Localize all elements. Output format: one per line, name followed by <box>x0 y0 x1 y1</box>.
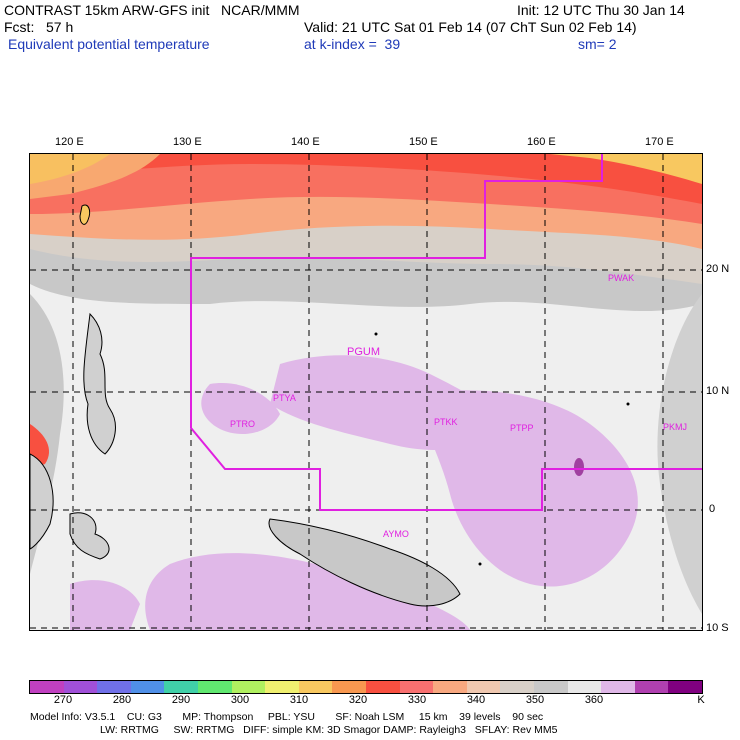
legend-swatch <box>500 681 535 693</box>
legend-tick-label: 350 <box>525 694 545 706</box>
map-panel <box>29 153 703 631</box>
boundary-line <box>190 154 702 511</box>
lon-label-170: 170 E <box>645 136 674 148</box>
legend-tick-label: 270 <box>53 694 73 706</box>
legend-tick-label: 310 <box>289 694 309 706</box>
station-aymo: AYMO <box>383 529 409 539</box>
legend-tick-label: K <box>697 694 705 706</box>
station-ptya: PTYA <box>273 393 296 403</box>
station-pwak: PWAK <box>608 273 635 283</box>
legend-tick-label: 340 <box>466 694 486 706</box>
init-time: Init: 12 UTC Thu 30 Jan 14 <box>517 2 685 18</box>
field-band-nw-hot <box>30 154 110 184</box>
legend-swatch <box>63 681 98 693</box>
legend-tick-label: 330 <box>407 694 427 706</box>
legend-swatch <box>668 681 703 693</box>
valid-time: Valid: 21 UTC Sat 01 Feb 14 (07 ChT Sun … <box>304 19 637 35</box>
field-band-ne-warm <box>30 154 702 184</box>
field-lilac-west <box>201 383 280 434</box>
legend-swatch <box>130 681 165 693</box>
legend-swatch <box>198 681 233 693</box>
lat-label-20n: 20 N <box>706 263 730 275</box>
landmass-taiwan <box>79 204 91 225</box>
station-pkmj: PKMJ <box>663 422 688 432</box>
legend-tick-label: 360 <box>584 694 604 706</box>
lon-label-130: 130 E <box>173 136 202 148</box>
field-max-cell <box>574 458 584 476</box>
station-ptro: PTRO <box>230 419 256 429</box>
legend-swatch <box>634 681 669 693</box>
lon-label-150: 150 E <box>409 136 438 148</box>
smoothing: sm= 2 <box>578 36 617 52</box>
legend-swatch <box>534 681 569 693</box>
header-title: CONTRAST 15km ARW-GFS init NCAR/MMM <box>4 2 300 18</box>
legend-swatch <box>366 681 401 693</box>
theta-e-map <box>30 154 702 630</box>
field-east-grey <box>657 294 702 614</box>
legend-tick-label: 320 <box>348 694 368 706</box>
legend-swatch <box>30 681 65 693</box>
field-lilac-sw <box>70 580 140 630</box>
legend-tick-label: 280 <box>112 694 132 706</box>
landmass-borneo <box>30 453 54 550</box>
field-name: Equivalent potential temperature <box>8 36 210 52</box>
station-pgum: PGUM <box>347 346 380 358</box>
forecast-hour: Fcst: 57 h <box>4 19 74 35</box>
island-guam <box>374 332 378 336</box>
legend-swatch <box>231 681 266 693</box>
lon-label-140: 140 E <box>291 136 320 148</box>
legend-swatch <box>332 681 367 693</box>
lat-label-10n: 10 N <box>706 385 730 397</box>
station-ptkk: PTKK <box>434 417 458 427</box>
model-info-line2: LW: RRTMG SW: RRTMG DIFF: simple KM: 3D … <box>30 724 558 736</box>
legend-swatch <box>567 681 602 693</box>
legend-tick-label: 290 <box>171 694 191 706</box>
legend-swatch <box>164 681 199 693</box>
field-lilac-south <box>145 553 470 630</box>
landmass-sulawesi <box>69 512 110 560</box>
legend-swatch <box>466 681 501 693</box>
landmass-philippines <box>83 312 116 455</box>
lat-label-10s: 10 S <box>706 622 729 634</box>
legend-swatch <box>399 681 434 693</box>
field-lilac-east <box>420 390 638 587</box>
lat-label-0: 0 <box>709 503 716 515</box>
island-marshall <box>626 402 630 406</box>
model-info-line1: Model Info: V3.5.1 CU: G3 MP: Thompson P… <box>30 711 544 723</box>
lon-label-160: 160 E <box>527 136 556 148</box>
landmass-new-guinea <box>268 518 461 607</box>
level-index: at k-index = 39 <box>304 36 401 52</box>
station-ptpp: PTPP <box>510 423 534 433</box>
legend-tick-label: 300 <box>230 694 250 706</box>
legend-swatch <box>265 681 300 693</box>
legend-swatch <box>97 681 132 693</box>
legend-swatch <box>433 681 468 693</box>
legend-swatch <box>298 681 333 693</box>
island-bismarck <box>478 562 482 566</box>
legend-swatch <box>601 681 636 693</box>
lon-label-120: 120 E <box>55 136 84 148</box>
field-band-330 <box>30 154 702 204</box>
color-legend <box>29 680 703 694</box>
